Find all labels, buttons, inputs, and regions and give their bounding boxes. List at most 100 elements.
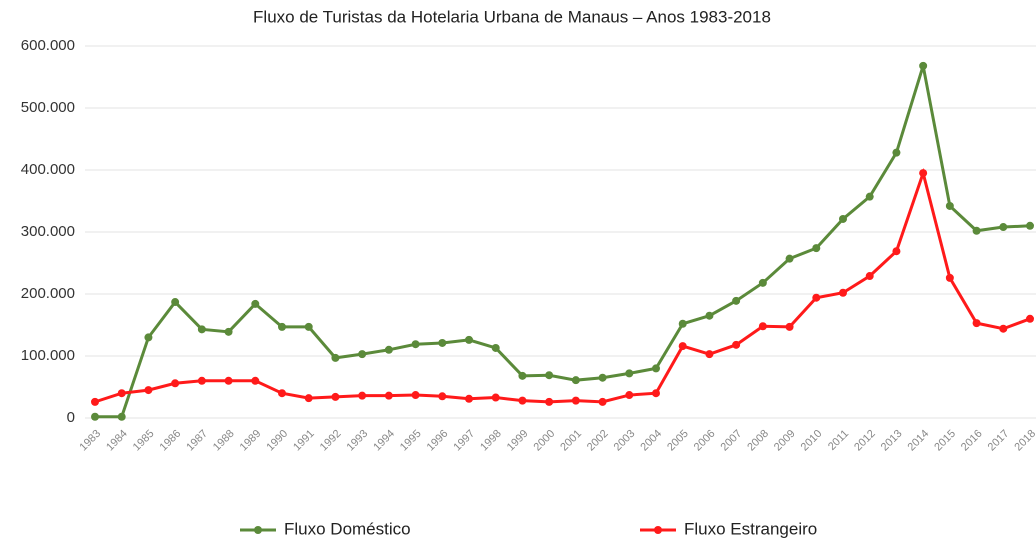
data-point — [758, 278, 767, 287]
data-point — [678, 319, 687, 328]
data-point — [545, 371, 554, 380]
data-point — [652, 364, 660, 373]
data-point — [999, 223, 1008, 232]
y-tick-label: 600.000 — [21, 37, 75, 54]
x-tick-label: 2007 — [719, 428, 745, 454]
data-point — [652, 389, 660, 398]
data-point — [251, 376, 260, 385]
data-point — [1026, 314, 1034, 323]
data-point — [972, 319, 981, 328]
data-point — [972, 226, 981, 235]
x-tick-label: 1983 — [77, 428, 103, 454]
legend-label: Fluxo Estrangeiro — [684, 519, 817, 538]
data-point — [678, 342, 687, 351]
data-point — [892, 247, 901, 256]
y-tick-label: 400.000 — [21, 161, 75, 178]
x-tick-label: 1996 — [425, 428, 451, 454]
data-point — [545, 397, 554, 406]
data-point — [491, 393, 500, 402]
y-tick-label: 500.000 — [21, 99, 75, 116]
x-tick-label: 1991 — [291, 428, 317, 454]
data-point — [144, 333, 153, 342]
data-point — [384, 345, 393, 354]
data-point — [625, 391, 634, 400]
data-point — [732, 340, 741, 349]
data-point — [197, 325, 206, 334]
x-tick-label: 2013 — [879, 428, 905, 454]
data-point — [732, 296, 741, 305]
data-point — [438, 392, 447, 401]
x-tick-label: 1986 — [158, 428, 184, 454]
data-point — [491, 343, 500, 352]
x-tick-label: 1987 — [184, 428, 210, 454]
data-point — [278, 389, 286, 398]
x-tick-label: 1994 — [371, 428, 397, 454]
data-point — [518, 371, 527, 380]
data-point — [705, 350, 714, 359]
x-tick-label: 2002 — [585, 428, 611, 454]
data-point — [91, 412, 99, 421]
data-point — [358, 391, 367, 400]
data-point — [705, 311, 714, 320]
data-point — [518, 396, 527, 405]
x-tick-label: 2012 — [852, 428, 878, 454]
data-point — [411, 340, 420, 349]
data-point — [865, 192, 874, 201]
data-point — [598, 397, 607, 406]
y-tick-label: 0 — [67, 409, 75, 426]
data-point — [999, 324, 1008, 333]
data-point — [331, 353, 340, 362]
legend-marker — [654, 526, 662, 534]
x-tick-label: 2001 — [558, 428, 584, 454]
x-tick-label: 1995 — [398, 428, 424, 454]
data-point — [224, 376, 233, 385]
data-point — [384, 391, 393, 400]
data-point — [1026, 221, 1034, 230]
data-point — [892, 148, 901, 157]
x-tick-label: 2009 — [772, 428, 798, 454]
y-tick-label: 200.000 — [21, 285, 75, 302]
legend-marker — [254, 526, 262, 534]
data-point — [171, 298, 180, 307]
data-point — [625, 369, 634, 378]
data-point — [117, 412, 126, 421]
x-tick-label: 2000 — [532, 428, 558, 454]
data-point — [304, 394, 313, 403]
data-point — [785, 322, 794, 331]
x-tick-label: 2015 — [932, 428, 958, 454]
data-point — [171, 379, 180, 388]
x-tick-label: 1984 — [104, 428, 130, 454]
data-point — [304, 322, 313, 331]
x-tick-label: 1990 — [264, 428, 290, 454]
data-point — [144, 386, 153, 395]
data-point — [224, 327, 233, 336]
y-tick-label: 300.000 — [21, 223, 75, 240]
y-tick-label: 100.000 — [21, 347, 75, 364]
data-point — [839, 214, 847, 223]
x-tick-label: 1993 — [345, 428, 371, 454]
x-tick-label: 1992 — [318, 428, 344, 454]
x-tick-label: 1998 — [478, 428, 504, 454]
x-tick-label: 1989 — [238, 428, 264, 454]
data-point — [758, 322, 767, 331]
data-point — [197, 376, 206, 385]
data-point — [331, 392, 340, 401]
data-point — [812, 293, 821, 302]
data-point — [358, 350, 367, 359]
x-tick-label: 2010 — [799, 428, 825, 454]
x-tick-label: 1999 — [505, 428, 531, 454]
x-tick-label: 2005 — [665, 428, 691, 454]
series-line — [94, 167, 1031, 404]
data-point — [117, 389, 126, 398]
data-point — [812, 244, 821, 253]
x-tick-label: 1997 — [451, 428, 477, 454]
data-point — [919, 61, 928, 70]
x-tick-label: 2018 — [1012, 428, 1036, 454]
data-point — [571, 396, 580, 405]
x-tick-label: 2006 — [692, 428, 718, 454]
data-point — [919, 169, 928, 178]
x-tick-label: 2008 — [745, 428, 771, 454]
x-tick-label: 1985 — [131, 428, 157, 454]
data-point — [571, 376, 580, 385]
x-tick-label: 1988 — [211, 428, 237, 454]
